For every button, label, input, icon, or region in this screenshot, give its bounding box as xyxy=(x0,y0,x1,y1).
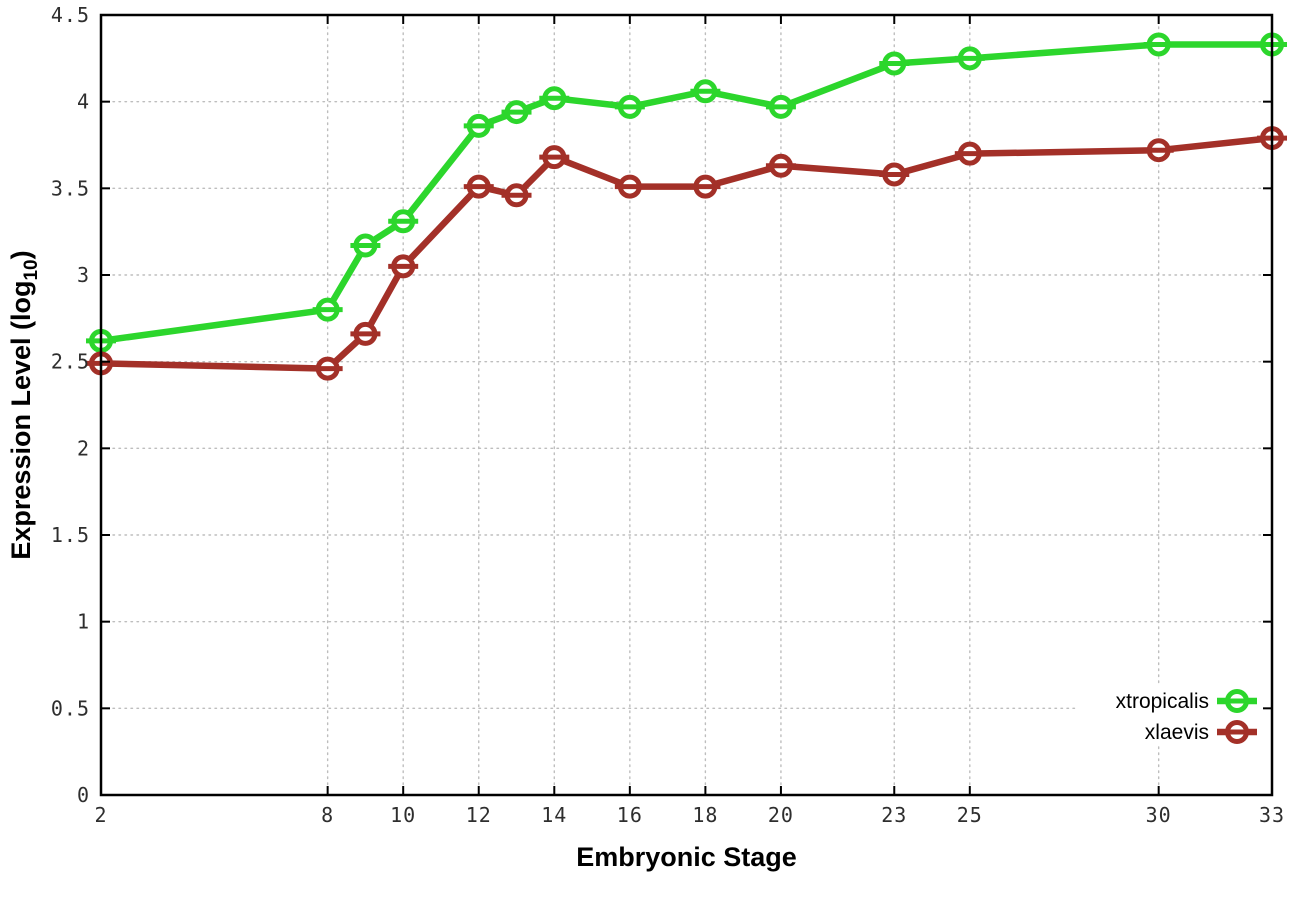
y-axis-title: Expression Level (log10) xyxy=(6,250,42,559)
legend-entry-xtropicalis: xtropicalis xyxy=(1116,689,1257,713)
data-point-xtropicalis-stage-14 xyxy=(539,86,570,111)
legend-label: xlaevis xyxy=(1145,721,1209,744)
data-point-xtropicalis-stage-18 xyxy=(690,79,721,104)
x-tick-label: 30 xyxy=(1146,803,1172,827)
data-point-xlaevis-stage-10 xyxy=(388,254,419,279)
data-point-xlaevis-stage-23 xyxy=(879,162,910,187)
data-point-xtropicalis-stage-20 xyxy=(765,94,796,119)
data-point-xlaevis-stage-30 xyxy=(1143,138,1174,163)
data-point-xlaevis-stage-16 xyxy=(614,174,645,199)
x-tick-label: 23 xyxy=(881,803,907,827)
y-tick-label: 2.5 xyxy=(51,350,90,374)
x-tick-label: 12 xyxy=(466,803,492,827)
series-line-xtropicalis xyxy=(97,41,1276,345)
y-tick-label: 0 xyxy=(77,783,90,807)
series-points-xlaevis xyxy=(86,126,1287,381)
y-tick-label: 2 xyxy=(77,436,90,460)
x-tick-label: 18 xyxy=(692,803,718,827)
data-point-xtropicalis-stage-25 xyxy=(954,46,985,71)
data-point-xlaevis-stage-9 xyxy=(350,321,381,346)
y-tick-label: 3.5 xyxy=(51,176,90,200)
y-tick-label: 0.5 xyxy=(51,696,90,720)
x-axis-title: Embryonic Stage xyxy=(576,842,797,872)
data-point-xlaevis-stage-25 xyxy=(954,141,985,166)
data-point-xlaevis-stage-13 xyxy=(501,183,532,208)
data-point-xtropicalis-stage-16 xyxy=(614,94,645,119)
y-tick-label: 4 xyxy=(77,90,90,114)
x-tick-label: 2 xyxy=(94,803,107,827)
data-point-xlaevis-stage-14 xyxy=(539,145,570,170)
x-tick-label: 20 xyxy=(768,803,794,827)
data-point-xtropicalis-stage-23 xyxy=(879,51,910,76)
data-point-xlaevis-stage-8 xyxy=(312,356,343,381)
legend-entry-xlaevis: xlaevis xyxy=(1145,720,1257,744)
y-tick-label: 1.5 xyxy=(51,523,90,547)
data-point-xtropicalis-stage-8 xyxy=(312,297,343,322)
data-point-xtropicalis-stage-12 xyxy=(463,113,494,138)
y-tick-label: 3 xyxy=(77,263,90,287)
series-line-xlaevis xyxy=(97,134,1276,372)
grid-lines xyxy=(100,14,1273,796)
x-tick-label: 25 xyxy=(957,803,983,827)
x-tick-label: 10 xyxy=(390,803,416,827)
x-tick-label: 16 xyxy=(617,803,643,827)
y-tick-label: 1 xyxy=(77,610,90,634)
x-tick-label: 33 xyxy=(1259,803,1285,827)
axis-ticks xyxy=(100,14,1273,796)
data-point-xtropicalis-stage-30 xyxy=(1143,32,1174,57)
y-tick-label: 4.5 xyxy=(51,3,90,27)
legend-label: xtropicalis xyxy=(1116,690,1209,713)
data-point-xtropicalis-stage-10 xyxy=(388,209,419,234)
data-point-xlaevis-stage-12 xyxy=(463,174,494,199)
x-tick-label: 14 xyxy=(541,803,567,827)
data-point-xlaevis-stage-20 xyxy=(765,153,796,178)
data-point-xtropicalis-stage-13 xyxy=(501,100,532,125)
plot-border xyxy=(99,13,1274,797)
series-points-xtropicalis xyxy=(86,32,1287,353)
x-tick-label: 8 xyxy=(321,803,334,827)
y-tick-labels: 0 0.5 1 1.5 2 2.5 3 3.5 4 4.5 xyxy=(51,3,90,807)
data-point-xlaevis-stage-18 xyxy=(690,174,721,199)
x-tick-labels: 2 8 10 12 14 16 18 20 23 25 30 33 xyxy=(94,803,1285,827)
legend: xtropicalis xlaevis xyxy=(1116,689,1257,744)
data-point-xtropicalis-stage-9 xyxy=(350,233,381,258)
